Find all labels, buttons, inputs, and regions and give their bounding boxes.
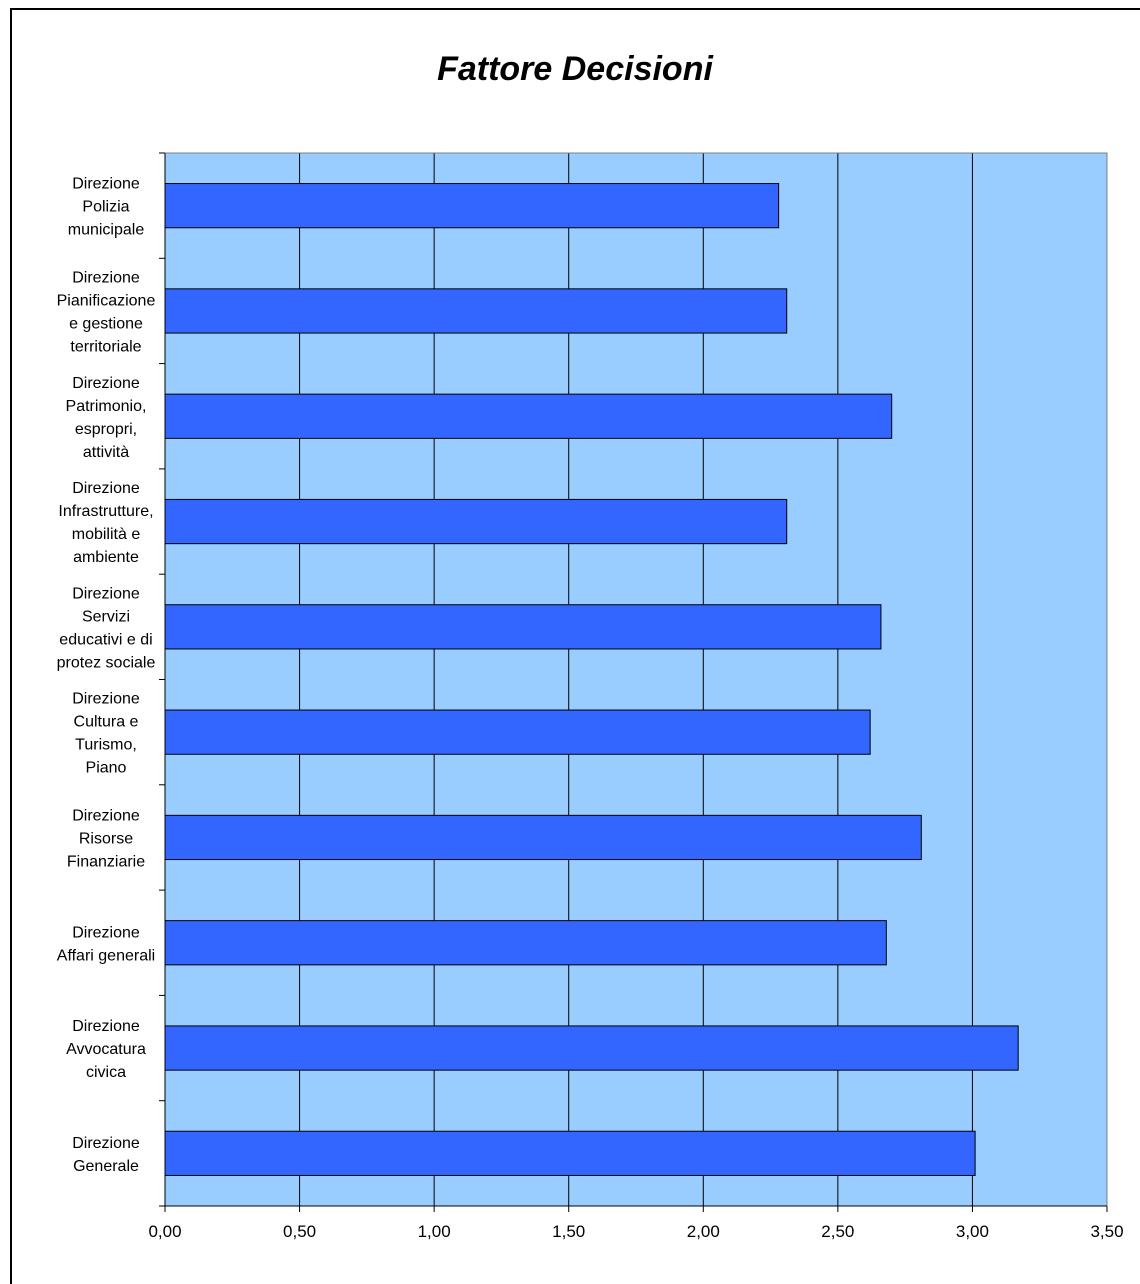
category-label-line: Direzione	[72, 807, 140, 824]
category-label-line: educativi e di	[59, 631, 152, 648]
category-label-line: Direzione	[72, 1018, 140, 1035]
category-label-line: Servizi	[82, 608, 130, 625]
category-label-line: territoriale	[70, 338, 141, 355]
x-tick-label: 1,00	[418, 1222, 451, 1241]
category-label-line: Direzione	[72, 924, 140, 941]
bar	[164, 1130, 976, 1176]
category-label-line: Patrimonio,	[66, 398, 147, 415]
bar	[164, 709, 871, 755]
category-label-line: Direzione	[72, 1135, 140, 1152]
category-label-line: Affari generali	[57, 947, 155, 964]
category-label-line: Risorse	[79, 830, 133, 847]
bar	[164, 498, 788, 545]
category-label-line: Finanziarie	[67, 853, 145, 870]
category-label: Direzione Infrastrutture, mobilità e ambien…	[58, 480, 153, 566]
category-label-line: Polizia	[82, 199, 129, 216]
bar	[164, 183, 780, 229]
category-label-line: Direzione	[72, 375, 140, 392]
category-label-line: espropri,	[75, 421, 137, 438]
category-label: Direzione Generale	[72, 1135, 140, 1175]
bar	[164, 288, 788, 334]
category-label: Direzione Affari generali	[57, 924, 155, 964]
category-label-line: Turismo,	[75, 737, 137, 754]
x-tick-label: 0,50	[283, 1222, 316, 1241]
chart-frame	[10, 8, 1140, 1284]
x-tick-label: 3,00	[956, 1222, 989, 1241]
category-label-line: Cultura e	[74, 714, 139, 731]
bar	[164, 814, 922, 861]
category-label-line: Direzione	[72, 269, 140, 286]
category-label-line: municipale	[68, 222, 145, 239]
bar	[164, 1025, 1019, 1071]
category-label-line: ambiente	[73, 549, 139, 566]
x-tick-label: 1,50	[552, 1222, 585, 1241]
category-label: Direzione Patrimonio, espropri, attività	[66, 375, 147, 461]
x-tick-label: 2,50	[821, 1222, 854, 1241]
x-tick-label: 0,00	[148, 1222, 181, 1241]
category-label-line: Direzione	[72, 176, 140, 193]
category-label-line: mobilità e	[72, 526, 141, 543]
category-label-line: Piano	[86, 760, 127, 777]
category-label: Direzione Polizia municipale	[68, 176, 145, 239]
category-label: Direzione Pianificazione e gestione territo…	[57, 269, 156, 355]
category-label-line: Direzione	[72, 480, 140, 497]
category-label-line: protez sociale	[57, 654, 156, 671]
category-label: Direzione Servizi educativi e di protez soc…	[57, 585, 156, 671]
category-label-line: Direzione	[72, 691, 140, 708]
category-label: Direzione Cultura e Turismo, Piano	[72, 691, 140, 777]
category-label-line: Direzione	[72, 585, 140, 602]
category-label-line: e gestione	[69, 315, 143, 332]
bar	[164, 920, 887, 966]
x-tick-label: 2,00	[687, 1222, 720, 1241]
category-label-line: Infrastrutture,	[58, 503, 153, 520]
bar	[164, 604, 882, 650]
category-label-line: Pianificazione	[57, 292, 156, 309]
x-tick-label: 3,50	[1090, 1222, 1123, 1241]
category-label-line: attività	[83, 444, 129, 461]
category-label: Direzione Avvocatura civica	[66, 1018, 146, 1081]
bar	[164, 393, 893, 439]
chart-title: Fattore Decisioni	[437, 50, 713, 88]
category-label: Direzione Risorse Finanziarie	[67, 807, 145, 870]
category-label-line: Avvocatura	[66, 1041, 146, 1058]
category-label-line: Generale	[73, 1158, 139, 1175]
category-label-line: civica	[86, 1064, 126, 1081]
